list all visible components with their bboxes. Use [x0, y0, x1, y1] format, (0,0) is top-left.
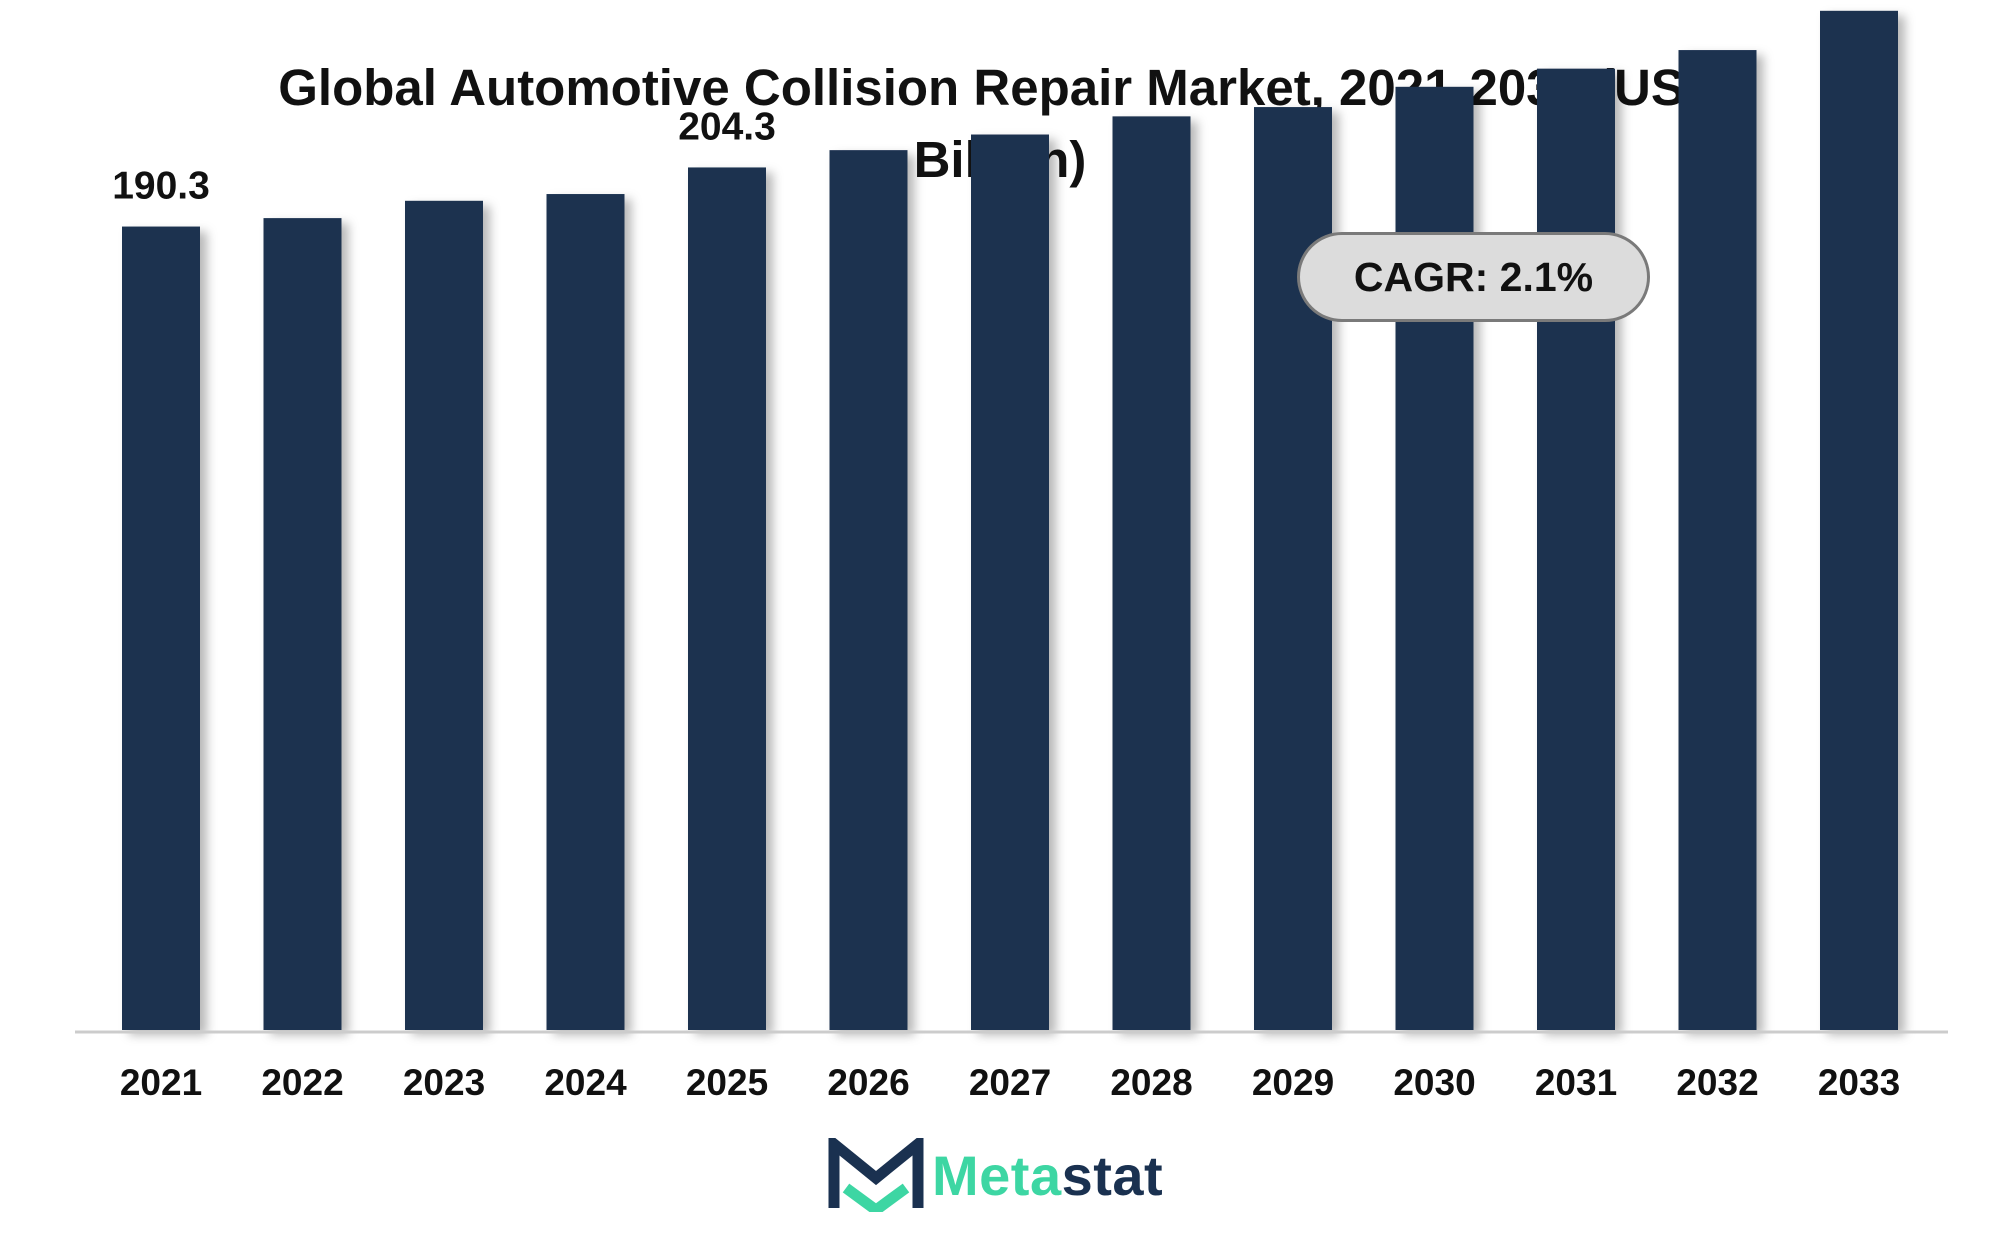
x-tick-label-2022: 2022 [261, 1062, 343, 1103]
bar-2025 [688, 167, 766, 1030]
x-tick-label-2027: 2027 [969, 1062, 1051, 1103]
bar-2031 [1537, 68, 1615, 1031]
bar-2028 [1112, 116, 1191, 1031]
x-tick-label-2033: 2033 [1818, 1062, 1900, 1103]
metastat-m-logo-icon [828, 1138, 924, 1212]
chart-title: Global Automotive Collision Repair Marke… [0, 52, 2000, 196]
bar-2022 [263, 218, 342, 1031]
bar-2024 [546, 194, 625, 1030]
bar-2026 [829, 150, 908, 1030]
cagr-badge: CAGR: 2.1% [1297, 232, 1650, 322]
logo-wordmark-meta: Meta [932, 1143, 1062, 1207]
x-tick-label-2031: 2031 [1535, 1062, 1617, 1103]
x-tick-label-2029: 2029 [1252, 1062, 1334, 1103]
metastat-logo: Metastat [826, 1138, 1163, 1212]
bar-2033 [1820, 10, 1898, 1030]
x-tick-label-2024: 2024 [544, 1062, 627, 1103]
data-label-2021: 190.3 [112, 165, 210, 208]
x-tick-label-2025: 2025 [686, 1062, 768, 1103]
bar-2030 [1395, 86, 1474, 1031]
logo-wordmark-stat: stat [1061, 1143, 1164, 1207]
x-tick-label-2032: 2032 [1676, 1062, 1758, 1103]
x-tick-label-2030: 2030 [1393, 1062, 1475, 1103]
x-tick-label-2023: 2023 [403, 1062, 485, 1103]
bar-2027 [971, 134, 1049, 1030]
data-label-2025: 204.3 [678, 105, 776, 148]
bar-2023 [405, 200, 483, 1030]
bar-2021 [122, 226, 200, 1030]
chart-title-line-1: Global Automotive Collision Repair Marke… [278, 59, 1722, 116]
logo-wordmark: Metastat [932, 1143, 1163, 1208]
x-tick-label-2021: 2021 [120, 1062, 202, 1103]
x-tick-label-2026: 2026 [827, 1062, 909, 1103]
x-tick-label-2028: 2028 [1110, 1062, 1192, 1103]
bar-2032 [1678, 50, 1757, 1031]
